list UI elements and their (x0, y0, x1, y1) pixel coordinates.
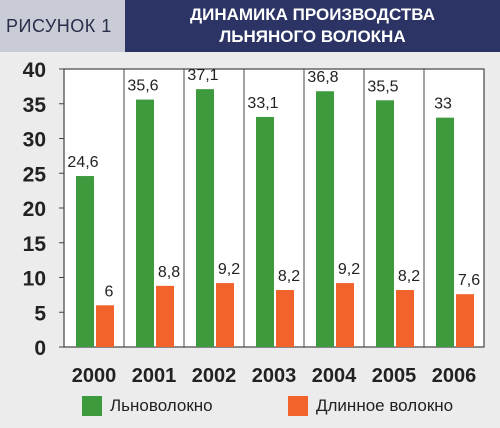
data-label-long-fiber: 6 (105, 283, 114, 300)
y-tick-label: 20 (23, 198, 46, 221)
x-tick-label: 2001 (132, 365, 177, 387)
x-tick-label: 2004 (312, 365, 357, 387)
y-tick-label: 10 (23, 268, 46, 291)
data-label-flax-fiber: 37,1 (187, 67, 218, 84)
y-tick-label: 30 (23, 129, 46, 152)
data-label-long-fiber: 8,2 (278, 268, 300, 285)
bar-flax-fiber (256, 116, 274, 347)
legend-label-flax-fiber: Льноволокно (110, 396, 213, 415)
bar-flax-fiber (316, 91, 334, 347)
x-tick-label: 2000 (72, 365, 117, 387)
data-label-flax-fiber: 33,1 (247, 95, 278, 112)
bar-long-fiber (276, 290, 294, 347)
bar-long-fiber (456, 294, 474, 347)
x-tick-label: 2002 (192, 365, 237, 387)
legend-item-long-fiber: Длинное волокно (288, 396, 453, 416)
chart-title-line-1: ДИНАМИКА ПРОИЗВОДСТВА (190, 5, 435, 24)
bar-long-fiber (96, 305, 114, 347)
data-label-long-fiber: 8,8 (158, 264, 180, 281)
figure-label: РИСУНОК 1 (0, 0, 125, 52)
y-tick-label: 15 (23, 233, 47, 256)
bar-flax-fiber (136, 99, 154, 347)
x-tick-label: 2006 (432, 365, 477, 387)
y-tick-label: 25 (23, 163, 47, 186)
bar-flax-fiber (196, 89, 214, 347)
chart-title-line-2: ЛЬНЯНОГО ВОЛОКНА (219, 27, 406, 46)
y-tick-label: 35 (23, 94, 47, 117)
data-label-long-fiber: 9,2 (218, 261, 240, 278)
bar-flax-fiber (376, 100, 394, 348)
y-tick-label: 5 (34, 302, 46, 325)
data-label-flax-fiber: 24,6 (67, 154, 98, 171)
data-label-long-fiber: 7,6 (458, 272, 480, 289)
data-label-flax-fiber: 33 (434, 96, 452, 113)
bar-long-fiber (156, 285, 174, 347)
bar-long-fiber (396, 290, 414, 347)
legend-item-flax-fiber: Льноволокно (82, 396, 213, 416)
legend-swatch-green (82, 396, 102, 416)
bar-flax-fiber (76, 176, 94, 347)
bar-flax-fiber (436, 117, 454, 348)
data-label-flax-fiber: 35,6 (127, 78, 158, 95)
x-tick-label: 2003 (252, 365, 297, 387)
legend-swatch-orange (288, 396, 308, 416)
bar-long-fiber (336, 283, 354, 347)
legend-label-long-fiber: Длинное волокно (316, 396, 454, 415)
chart-title: ДИНАМИКА ПРОИЗВОДСТВА ЛЬНЯНОГО ВОЛОКНА (125, 0, 500, 52)
y-tick-label: 40 (23, 59, 46, 82)
data-label-long-fiber: 8,2 (398, 268, 420, 285)
y-tick-label: 0 (34, 337, 46, 360)
bar-chart: 0 5 10 15 20 25 30 35 40 24,6 6 2000 35,6 8,8 2001 37,1… (23, 59, 485, 387)
data-label-flax-fiber: 36,8 (307, 69, 338, 86)
bar-long-fiber (216, 283, 234, 347)
data-label-flax-fiber: 35,5 (367, 78, 398, 95)
data-label-long-fiber: 9,2 (338, 261, 360, 278)
legend: Льноволокно Длинное волокно (0, 396, 500, 424)
x-tick-label: 2005 (372, 365, 417, 387)
